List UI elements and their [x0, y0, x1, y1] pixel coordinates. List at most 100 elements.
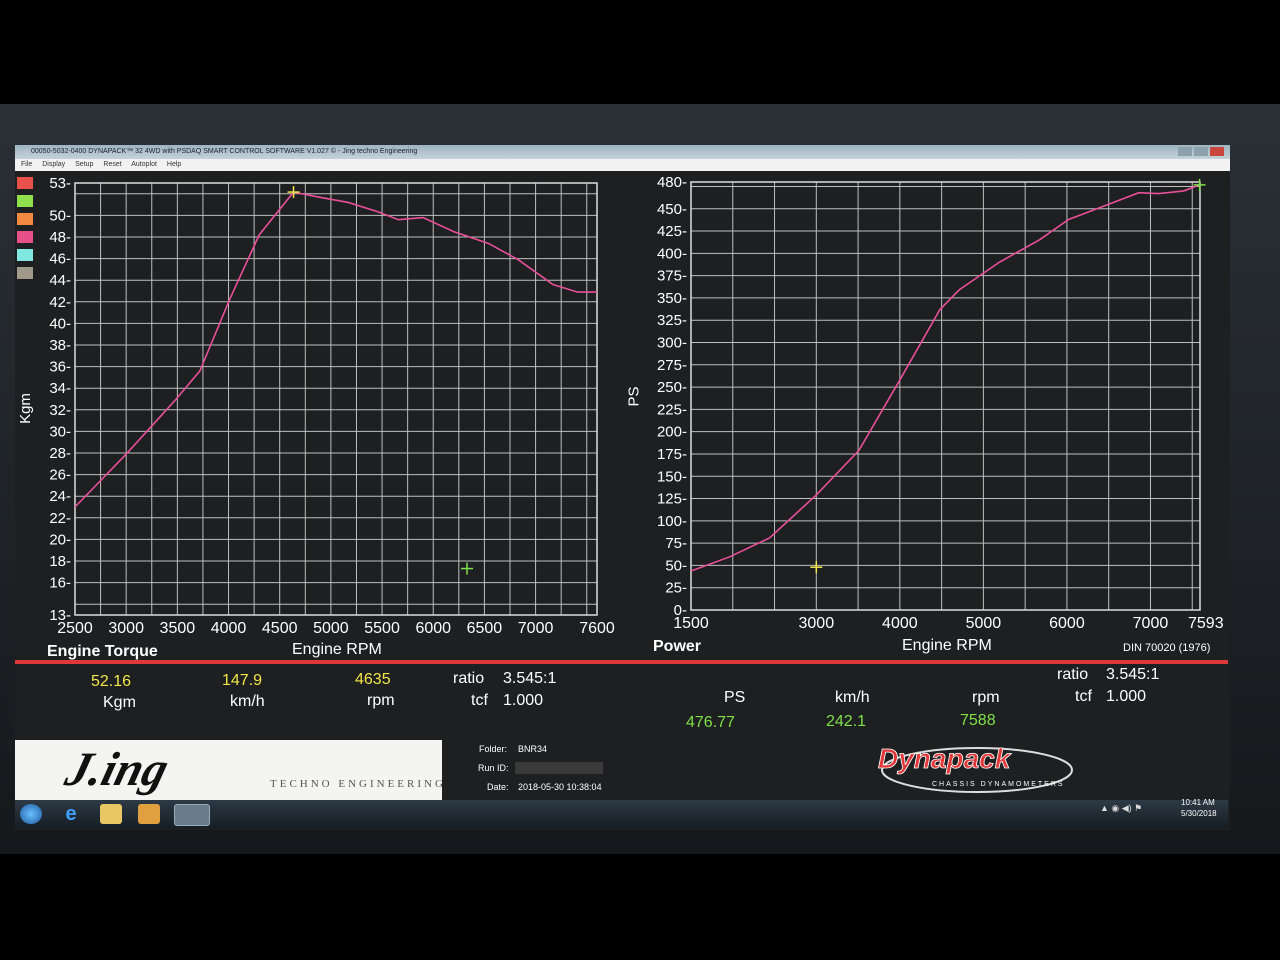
y-tick-label: 46- — [49, 251, 71, 268]
svg-text:TECHNO ENGINEERING: TECHNO ENGINEERING — [270, 778, 442, 790]
screen: 00050-5032-0400 DYNAPACK™ 32 4WD with PS… — [15, 145, 1230, 830]
tcf-label-right: tcf — [1075, 688, 1092, 705]
rpm-value-right: 7588 — [960, 712, 996, 729]
tcf-label: tcf — [471, 692, 488, 709]
internet-explorer-icon[interactable]: e — [65, 803, 77, 825]
svg-text:Dynapack: Dynapack — [878, 743, 1012, 774]
power-unit: PS — [724, 689, 746, 706]
torque-chart-title: Engine Torque — [47, 643, 158, 660]
legend-swatch[interactable] — [17, 213, 33, 225]
speed-value-right: 242.1 — [826, 713, 867, 730]
y-tick-label: 325- — [657, 312, 687, 329]
tray-icons[interactable]: ▲ ◉ ◀) ⚑ — [1100, 803, 1143, 813]
y-tick-label: 375- — [657, 268, 687, 285]
y-tick-label: 13- — [49, 607, 71, 624]
close-button[interactable] — [1210, 147, 1224, 156]
y-tick-label: 20- — [49, 531, 71, 548]
clock-date[interactable]: 5/30/2018 — [1181, 809, 1217, 818]
x-tick-label: 3000 — [799, 615, 835, 632]
minimize-button[interactable] — [1178, 147, 1192, 156]
x-tick-label: 7000 — [1133, 615, 1169, 632]
y-tick-label: 150- — [657, 468, 687, 485]
x-tick-label: 7593 — [1188, 615, 1224, 632]
x-tick-label: 5000 — [313, 620, 349, 637]
legend-swatch[interactable] — [17, 177, 33, 189]
power-chart-title: Power — [653, 638, 702, 655]
tcf-value: 1.000 — [503, 692, 544, 709]
y-tick-label: 480- — [657, 174, 687, 191]
start-button[interactable] — [20, 804, 42, 824]
ratio-label-right: ratio — [1057, 666, 1089, 683]
din-standard: DIN 70020 (1976) — [1123, 642, 1211, 654]
legend-swatch[interactable] — [17, 195, 33, 207]
menu-file[interactable]: File — [21, 161, 33, 168]
y-tick-label: 350- — [657, 290, 687, 307]
y-tick-label: 48- — [49, 229, 71, 246]
dynapack-logo: Dynapack CHASSIS DYNAMOMETERS — [878, 743, 1073, 793]
y-tick-label: 26- — [49, 467, 71, 484]
menu-setup[interactable]: Setup — [75, 161, 94, 168]
y-tick-label: 225- — [657, 401, 687, 418]
y-tick-label: 16- — [49, 575, 71, 592]
y-tick-label: 40- — [49, 315, 71, 332]
y-tick-label: 42- — [49, 294, 71, 311]
x-tick-label: 6500 — [467, 620, 503, 637]
rpm-unit: rpm — [367, 692, 395, 709]
folder-icon[interactable] — [100, 804, 122, 824]
y-tick-label: 200- — [657, 424, 687, 441]
y-tick-label: 300- — [657, 335, 687, 352]
data-curve — [74, 191, 597, 508]
legend-swatch[interactable] — [17, 267, 33, 279]
y-tick-label: 44- — [49, 272, 71, 289]
menu-help[interactable]: Help — [166, 161, 182, 168]
y-tick-label: 18- — [49, 553, 71, 570]
tcf-value-right: 1.000 — [1106, 688, 1147, 705]
rpm-unit-right: rpm — [972, 689, 1000, 706]
x-tick-label: 7000 — [518, 620, 554, 637]
legend-swatch[interactable] — [17, 231, 33, 243]
folder-value: BNR34 — [518, 744, 548, 754]
power-xlabel: Engine RPM — [902, 637, 992, 654]
menu-display[interactable]: Display — [42, 161, 66, 168]
torque-ylabel: Kgm — [16, 393, 34, 424]
y-tick-label: 450- — [657, 201, 687, 218]
ratio-value: 3.545:1 — [503, 670, 557, 687]
menu-bar: File Display Setup Reset Autoplot Help — [15, 159, 1230, 171]
y-tick-label: 250- — [657, 379, 687, 396]
legend-swatch[interactable] — [17, 249, 33, 261]
x-tick-label: 4500 — [262, 620, 298, 637]
torque-xlabel: Engine RPM — [292, 641, 382, 658]
y-tick-label: 53- — [49, 175, 71, 192]
dynapack-app-icon[interactable] — [174, 804, 210, 826]
data-curve — [690, 184, 1200, 572]
y-tick-label: 25- — [665, 580, 687, 597]
media-player-icon[interactable] — [138, 804, 160, 824]
x-tick-label: 3500 — [160, 620, 196, 637]
x-tick-label: 4000 — [211, 620, 247, 637]
jing-logo: J.ing TECHNO ENGINEERING — [15, 740, 443, 800]
y-tick-label: 30- — [49, 423, 71, 440]
speed-unit-right: km/h — [835, 689, 870, 706]
rpm-value: 4635 — [355, 671, 391, 688]
clock-time[interactable]: 10:41 AM — [1181, 798, 1215, 807]
power-value: 476.77 — [686, 714, 735, 731]
svg-text:CHASSIS DYNAMOMETERS: CHASSIS DYNAMOMETERS — [932, 781, 1065, 788]
ratio-label: ratio — [453, 670, 485, 687]
torque-value: 52.16 — [91, 673, 132, 690]
y-tick-label: 100- — [657, 513, 687, 530]
x-tick-label: 5000 — [966, 615, 1002, 632]
speed-unit: km/h — [230, 693, 265, 710]
maximize-button[interactable] — [1194, 147, 1208, 156]
y-tick-label: 24- — [49, 488, 71, 505]
menu-autoplot[interactable]: Autoplot — [131, 161, 157, 168]
y-tick-label: 34- — [49, 380, 71, 397]
y-tick-label: 400- — [657, 245, 687, 262]
x-tick-label: 1500 — [673, 615, 709, 632]
x-tick-label: 3000 — [108, 620, 144, 637]
y-tick-label: 50- — [49, 207, 71, 224]
x-tick-label: 4000 — [882, 615, 918, 632]
x-tick-label: 5500 — [364, 620, 400, 637]
menu-reset[interactable]: Reset — [103, 161, 122, 168]
y-tick-label: 36- — [49, 359, 71, 376]
